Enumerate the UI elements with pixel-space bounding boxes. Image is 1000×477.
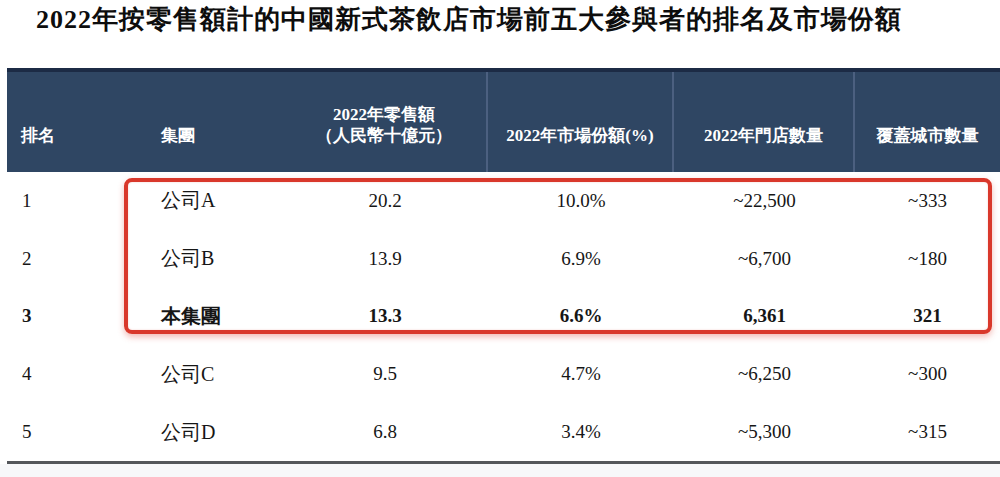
footer-strip xyxy=(0,464,1000,477)
col-header-retail: 2022年零售額 （人民幣十億元） xyxy=(282,72,488,172)
table-row: 3 本集團 13.3 6.6% 6,361 321 xyxy=(7,288,1000,346)
cell-group: 本集團 xyxy=(125,303,282,330)
cell-store-count: ~6,250 xyxy=(674,363,855,385)
cell-city-count: ~180 xyxy=(855,248,1000,270)
col-header-rank: 排名 xyxy=(7,72,125,172)
table-row: 2 公司B 13.9 6.9% ~6,700 ~180 xyxy=(7,230,1000,288)
cell-market-share: 6.9% xyxy=(488,248,674,270)
cell-market-share: 4.7% xyxy=(488,363,674,385)
table-row: 1 公司A 20.2 10.0% ~22,500 ~333 xyxy=(7,172,1000,230)
cell-rank: 3 xyxy=(7,305,125,327)
page-title: 2022年按零售額計的中國新式茶飲店市場前五大參與者的排名及市場份額 xyxy=(36,2,902,37)
cell-group: 公司A xyxy=(125,187,282,214)
page: 2022年按零售額計的中國新式茶飲店市場前五大參與者的排名及市場份額 排名 集團… xyxy=(0,0,1000,477)
market-ranking-table: 排名 集團 2022年零售額 （人民幣十億元） 2022年市場份額(%) 202… xyxy=(7,68,1000,464)
table-row: 5 公司D 6.8 3.4% ~5,300 ~315 xyxy=(7,403,1000,461)
cell-rank: 1 xyxy=(7,190,125,212)
col-header-retail-line1: 2022年零售額 xyxy=(333,104,435,125)
cell-retail: 13.9 xyxy=(282,248,488,270)
col-header-retail-line2: （人民幣十億元） xyxy=(316,125,452,146)
cell-store-count: ~22,500 xyxy=(674,190,855,212)
cell-group: 公司C xyxy=(125,361,282,388)
cell-retail: 6.8 xyxy=(282,421,488,443)
table-body: 1 公司A 20.2 10.0% ~22,500 ~333 2 公司B 13.9… xyxy=(7,172,1000,464)
cell-city-count: 321 xyxy=(855,305,1000,327)
cell-retail: 20.2 xyxy=(282,190,488,212)
cell-group: 公司D xyxy=(125,419,282,446)
cell-store-count: ~6,700 xyxy=(674,248,855,270)
cell-store-count: 6,361 xyxy=(674,305,855,327)
table-header-row: 排名 集團 2022年零售額 （人民幣十億元） 2022年市場份額(%) 202… xyxy=(7,68,1000,172)
cell-city-count: ~333 xyxy=(855,190,1000,212)
col-header-market-share: 2022年市場份額(%) xyxy=(488,72,674,172)
cell-retail: 9.5 xyxy=(282,363,488,385)
cell-retail: 13.3 xyxy=(282,305,488,327)
table-row: 4 公司C 9.5 4.7% ~6,250 ~300 xyxy=(7,345,1000,403)
cell-city-count: ~315 xyxy=(855,421,1000,443)
cell-city-count: ~300 xyxy=(855,363,1000,385)
cell-market-share: 6.6% xyxy=(488,305,674,327)
col-header-city-count: 覆蓋城市數量 xyxy=(855,72,1000,172)
cell-rank: 2 xyxy=(7,248,125,270)
cell-rank: 5 xyxy=(7,421,125,443)
cell-market-share: 3.4% xyxy=(488,421,674,443)
cell-group: 公司B xyxy=(125,245,282,272)
col-header-group: 集團 xyxy=(125,72,282,172)
cell-rank: 4 xyxy=(7,363,125,385)
cell-market-share: 10.0% xyxy=(488,190,674,212)
cell-store-count: ~5,300 xyxy=(674,421,855,443)
col-header-store-count: 2022年門店數量 xyxy=(674,72,855,172)
